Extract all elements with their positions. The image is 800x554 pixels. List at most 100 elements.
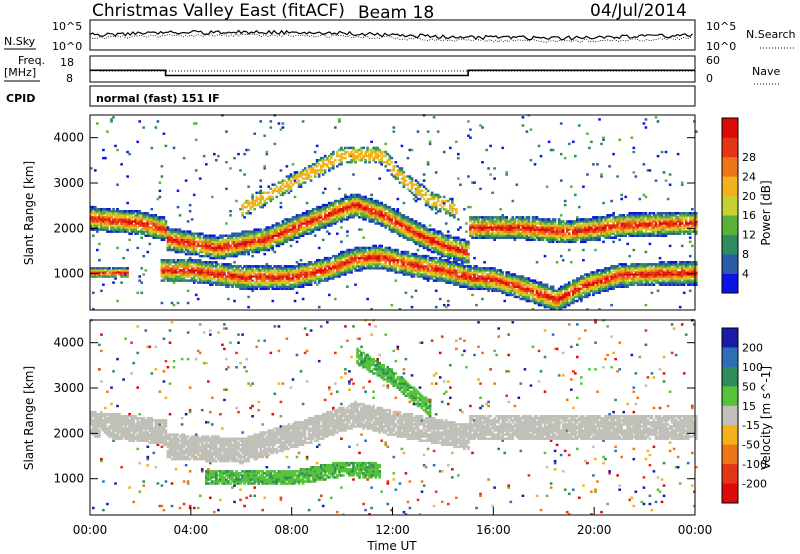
power-cell xyxy=(311,230,315,233)
power-cell xyxy=(146,232,150,235)
power-cell xyxy=(186,250,190,254)
power-cell xyxy=(182,230,186,233)
power-cell xyxy=(200,242,204,246)
power-cell xyxy=(291,265,295,268)
power-cell xyxy=(110,120,113,123)
power-cell xyxy=(400,267,404,270)
power-cell xyxy=(301,273,305,276)
power-cell xyxy=(432,193,436,197)
power-cell xyxy=(380,214,384,217)
power-cell xyxy=(184,234,188,237)
power-cell xyxy=(461,250,464,254)
power-cell xyxy=(434,240,438,244)
power-cell xyxy=(172,246,176,250)
power-cell xyxy=(392,226,396,229)
power-cell xyxy=(207,265,210,268)
power-cell xyxy=(134,222,138,225)
power-cell xyxy=(422,275,426,278)
power-cell xyxy=(90,226,93,229)
nsearch-tick-top: 10^5 xyxy=(706,20,736,33)
power-cell xyxy=(334,205,337,209)
power-cell xyxy=(376,265,380,268)
power-cell xyxy=(267,271,271,274)
power-cell xyxy=(247,199,250,203)
power-cell xyxy=(344,269,347,272)
power-cell xyxy=(134,232,138,235)
power-cell xyxy=(340,161,343,164)
power-cell xyxy=(162,271,166,274)
power-cell xyxy=(491,216,494,219)
power-cell xyxy=(362,203,365,207)
power-cell xyxy=(271,232,275,235)
power-cell xyxy=(342,156,345,160)
power-cell xyxy=(249,267,252,270)
power-cell xyxy=(251,285,254,288)
power-cell xyxy=(225,267,228,270)
power-cell xyxy=(196,259,200,262)
power-cell xyxy=(453,208,456,211)
power-cell xyxy=(507,285,511,288)
power-cell xyxy=(354,283,357,286)
power-cell xyxy=(338,269,341,272)
power-cell xyxy=(166,277,170,280)
power-cell xyxy=(164,277,168,280)
power-cell xyxy=(303,281,307,284)
power-cell xyxy=(196,271,200,274)
power-cell xyxy=(358,208,361,211)
power-cell xyxy=(430,263,434,266)
power-cell xyxy=(295,218,299,221)
power-cell xyxy=(281,126,285,129)
power-cell xyxy=(267,244,271,248)
power-cell xyxy=(267,197,271,201)
power-cell xyxy=(186,261,190,264)
power-cell xyxy=(503,299,507,303)
power-cell xyxy=(386,259,390,262)
power-cell xyxy=(251,232,254,235)
power-cell xyxy=(344,263,347,266)
power-cell xyxy=(313,169,317,172)
power-cell xyxy=(168,261,172,264)
power-cell xyxy=(479,269,482,272)
power-cell xyxy=(493,224,496,227)
power-cell xyxy=(388,248,392,252)
power-cell xyxy=(180,263,184,266)
power-cell xyxy=(503,279,507,282)
power-cell xyxy=(265,232,269,235)
power-cell xyxy=(209,254,212,258)
power-cell xyxy=(348,254,351,258)
power-cell xyxy=(255,285,259,288)
power-cell xyxy=(245,148,248,152)
power-cell xyxy=(96,248,99,252)
power-cell xyxy=(158,222,162,225)
power-cell xyxy=(442,234,446,237)
power-cell xyxy=(321,265,325,268)
power-cell xyxy=(200,232,204,235)
power-cell xyxy=(269,265,273,268)
power-cell xyxy=(473,271,476,274)
power-cell xyxy=(184,252,188,256)
power-cell xyxy=(330,163,333,166)
power-cell xyxy=(346,248,349,252)
power-cell xyxy=(332,165,335,168)
power-cell xyxy=(436,230,440,233)
power-cell xyxy=(481,279,484,282)
power-cell xyxy=(372,148,375,152)
power-cell xyxy=(449,254,452,258)
power-cell xyxy=(271,238,275,242)
power-cell xyxy=(166,265,170,268)
power-cell xyxy=(104,220,107,223)
power-cell xyxy=(186,238,190,242)
power-cell xyxy=(213,277,216,280)
power-cell xyxy=(241,271,244,274)
power-cell xyxy=(487,220,490,223)
power-cell xyxy=(392,214,396,217)
power-cell xyxy=(378,244,382,248)
power-cell xyxy=(487,287,490,291)
power-cell xyxy=(170,267,174,270)
power-cell xyxy=(311,216,315,219)
power-cell xyxy=(426,161,430,164)
power-cell xyxy=(106,273,109,276)
power-cell xyxy=(469,136,472,139)
power-cell xyxy=(451,212,454,215)
power-cell xyxy=(368,261,371,264)
